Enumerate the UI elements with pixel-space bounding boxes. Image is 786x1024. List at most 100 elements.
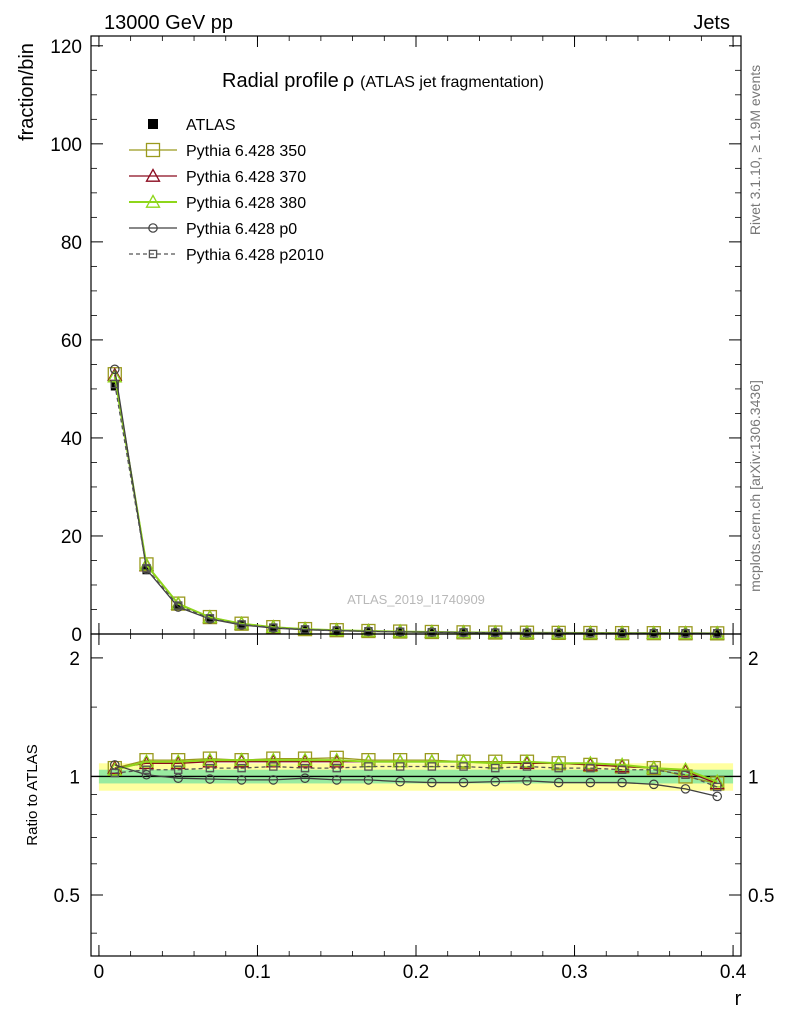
ratio-y-tick-label: 2 [69,649,80,670]
ratio-p2010-line [114,765,718,788]
main-p0-marker [109,364,120,375]
analysis-watermark: ATLAS_2019_I1740909 [347,592,485,607]
rivet-version-text: Rivet 3.1.10, ≥ 1.9M events [747,65,763,235]
ratio-p0-marker [236,775,247,785]
ratio-y-tick-label-right: 0.5 [748,886,774,907]
legend-atlas-marker [148,119,158,129]
chart-title: Radial profile ρ (ATLAS jet fragmentation) [222,70,544,92]
legend-p2010-marker [148,249,158,259]
category-label: Jets [693,12,730,34]
ratio-p0-marker [649,779,659,790]
ratio-p2010-marker [681,770,690,779]
ratio-p0-marker [712,791,723,802]
ratio-p380-line [114,759,718,783]
ratio-p2010-marker [395,762,405,771]
main-p2010-marker [586,628,595,638]
ratio-p380-marker [202,752,218,767]
ratio-p0-marker [617,777,627,788]
ratio-p2010-marker [269,762,278,771]
ratio-p2010-marker [205,763,215,773]
main-y-tick-label: 100 [50,135,82,156]
main-p2010-marker [142,564,151,573]
ratio-p380-marker [329,752,345,767]
legend-p380-marker [145,194,161,208]
ratio-p2010-marker [142,765,151,774]
energy-label: 13000 GeV pp [104,12,233,34]
ratio-p380-marker [138,753,155,768]
ratio-p2010-marker [173,765,183,774]
ratio-y-tick-label-right: 2 [748,649,759,670]
main-p2010-marker [269,623,278,632]
ratio-series-layer [107,750,725,802]
main-p2010-marker [300,625,310,634]
ratio-p380-marker [455,753,472,768]
main-p2010-marker [205,614,215,623]
main-p2010-marker [522,628,532,638]
ratio-p0-marker [141,769,152,780]
ratio-p380-marker [297,752,313,767]
main-p2010-marker [617,628,627,638]
ratio-p2010-marker [554,763,563,773]
ratio-p0-marker [427,777,437,788]
main-y-tick-label: 80 [61,233,82,254]
ratio-p0-marker [363,775,374,785]
ratio-p0-marker [490,776,501,787]
main-p2010-marker [712,629,722,638]
ratio-p0-marker [268,775,279,785]
legend: ATLAS Pythia 6.428 350 Pythia 6.428 370 Pyt… [129,117,324,264]
ratio-plot-frame [90,633,742,957]
legend-p2010-label: Pythia 6.428 p2010 [186,247,324,264]
ratio-p0-marker [680,784,691,794]
main-p2010-marker [173,601,183,610]
ratio-p380-marker [170,753,186,768]
legend-p0-marker [148,223,158,233]
ratio-p2010-marker [332,763,341,773]
main-series-layer [107,364,725,641]
ratio-p380-marker [234,752,250,767]
main-p2010-marker [491,628,500,637]
ratio-p0-marker [585,777,596,788]
legend-p0-label: Pythia 6.428 p0 [186,221,297,238]
ratio-p2010-marker [491,763,500,773]
main-y-tick-label: 120 [50,37,82,58]
ratio-p0-line [114,764,718,798]
chart-title-symbol: ρ [343,70,354,92]
ratio-y-tick-label: 1 [69,767,80,788]
ratio-p380-marker [392,753,408,768]
ratio-p380-marker [519,753,535,768]
ratio-p2010-marker [110,768,120,778]
ratio-p2010-marker [522,762,532,771]
ratio-p2010-marker [237,763,246,773]
ratio-p2010-marker [712,782,722,792]
main-y-axis-label: fraction/bin [16,43,38,141]
ratio-p380-marker [677,761,694,776]
ratio-p0-marker [300,773,310,783]
ratio-p2010-marker [459,762,468,771]
mcplots-source-text: mcplots.cern.ch [arXiv:1306.3436] [747,380,763,592]
main-p2010-marker [237,620,246,629]
ratio-p2010-marker [586,763,595,773]
ratio-y-tick-label: 0.5 [54,886,80,907]
ratio-p0-marker [553,777,564,788]
x-axis-label: r [735,988,742,1010]
ratio-p370-marker [709,775,725,790]
main-y-tick-label: 60 [61,331,82,352]
x-tick-label: 0.3 [561,962,587,983]
ratio-p0-marker [458,777,469,788]
legend-p380-label: Pythia 6.428 380 [186,195,306,212]
legend-p370-label: Pythia 6.428 370 [186,169,306,186]
tick-layer: 0 0.1 0.2 0.3 0.4 0 20 40 60 80 100 120 0.5 0.5 1 1 2 2 [50,36,774,983]
main-p2010-marker [110,379,120,389]
main-p2010-marker [395,627,405,636]
main-p380-marker [107,368,123,383]
main-y-tick-label: 20 [61,527,82,548]
main-p2010-marker [459,628,468,637]
main-p2010-line [114,383,718,635]
ratio-p2010-marker [649,765,659,774]
main-y-tick-label: 40 [61,429,82,450]
main-p2010-marker [554,628,563,638]
chart-title-sub: (ATLAS jet fragmentation) [360,74,544,91]
ratio-p2010-marker [427,762,437,771]
ratio-y-tick-label-right: 1 [748,767,759,788]
x-tick-label: 0.4 [720,962,747,983]
